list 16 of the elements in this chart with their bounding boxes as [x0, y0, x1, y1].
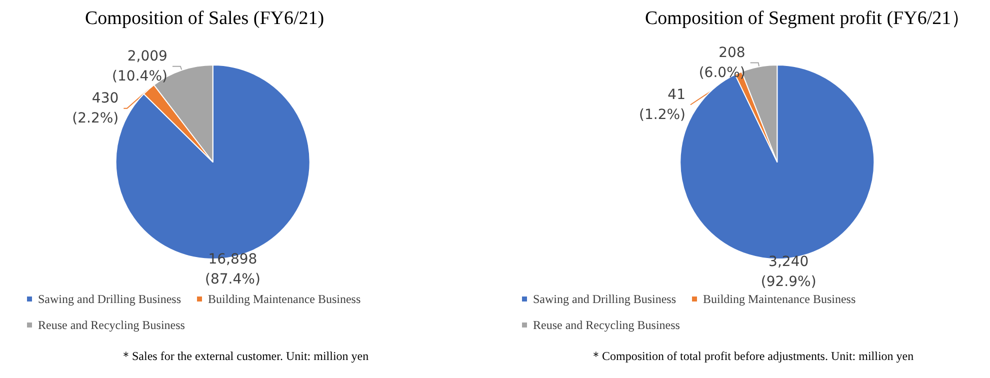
text: ＊Sales for the external customer. Unit: million yen [120, 349, 369, 363]
legend-label: Reuse and Recycling Business [533, 318, 680, 332]
legend-label: Sawing and Drilling Business [533, 292, 676, 306]
legend-label: Building Maintenance Business [208, 292, 361, 306]
legend-label: Sawing and Drilling Business [38, 292, 182, 306]
data-label: 41 (1.2%) [639, 86, 686, 123]
data-label: 16,898 (87.4%) [205, 252, 260, 288]
data-label: 2,009 (10.4%) [112, 48, 168, 84]
data-label: 430 (2.2%) [72, 90, 119, 126]
chart-title: Composition of Sales (FY6/21) [85, 8, 324, 29]
text: ＊Composition of total profit before adjustments. Unit: million yen [590, 349, 914, 363]
data-label: 3,240 (92.9%) [760, 254, 816, 290]
data-label: 208 (6.0%) [698, 44, 746, 81]
legend-label: Reuse and Recycling Business [38, 318, 186, 332]
chart-title: Composition of Segment profit (FY6/21） [645, 8, 970, 29]
legend-label: Building Maintenance Business [703, 292, 856, 306]
